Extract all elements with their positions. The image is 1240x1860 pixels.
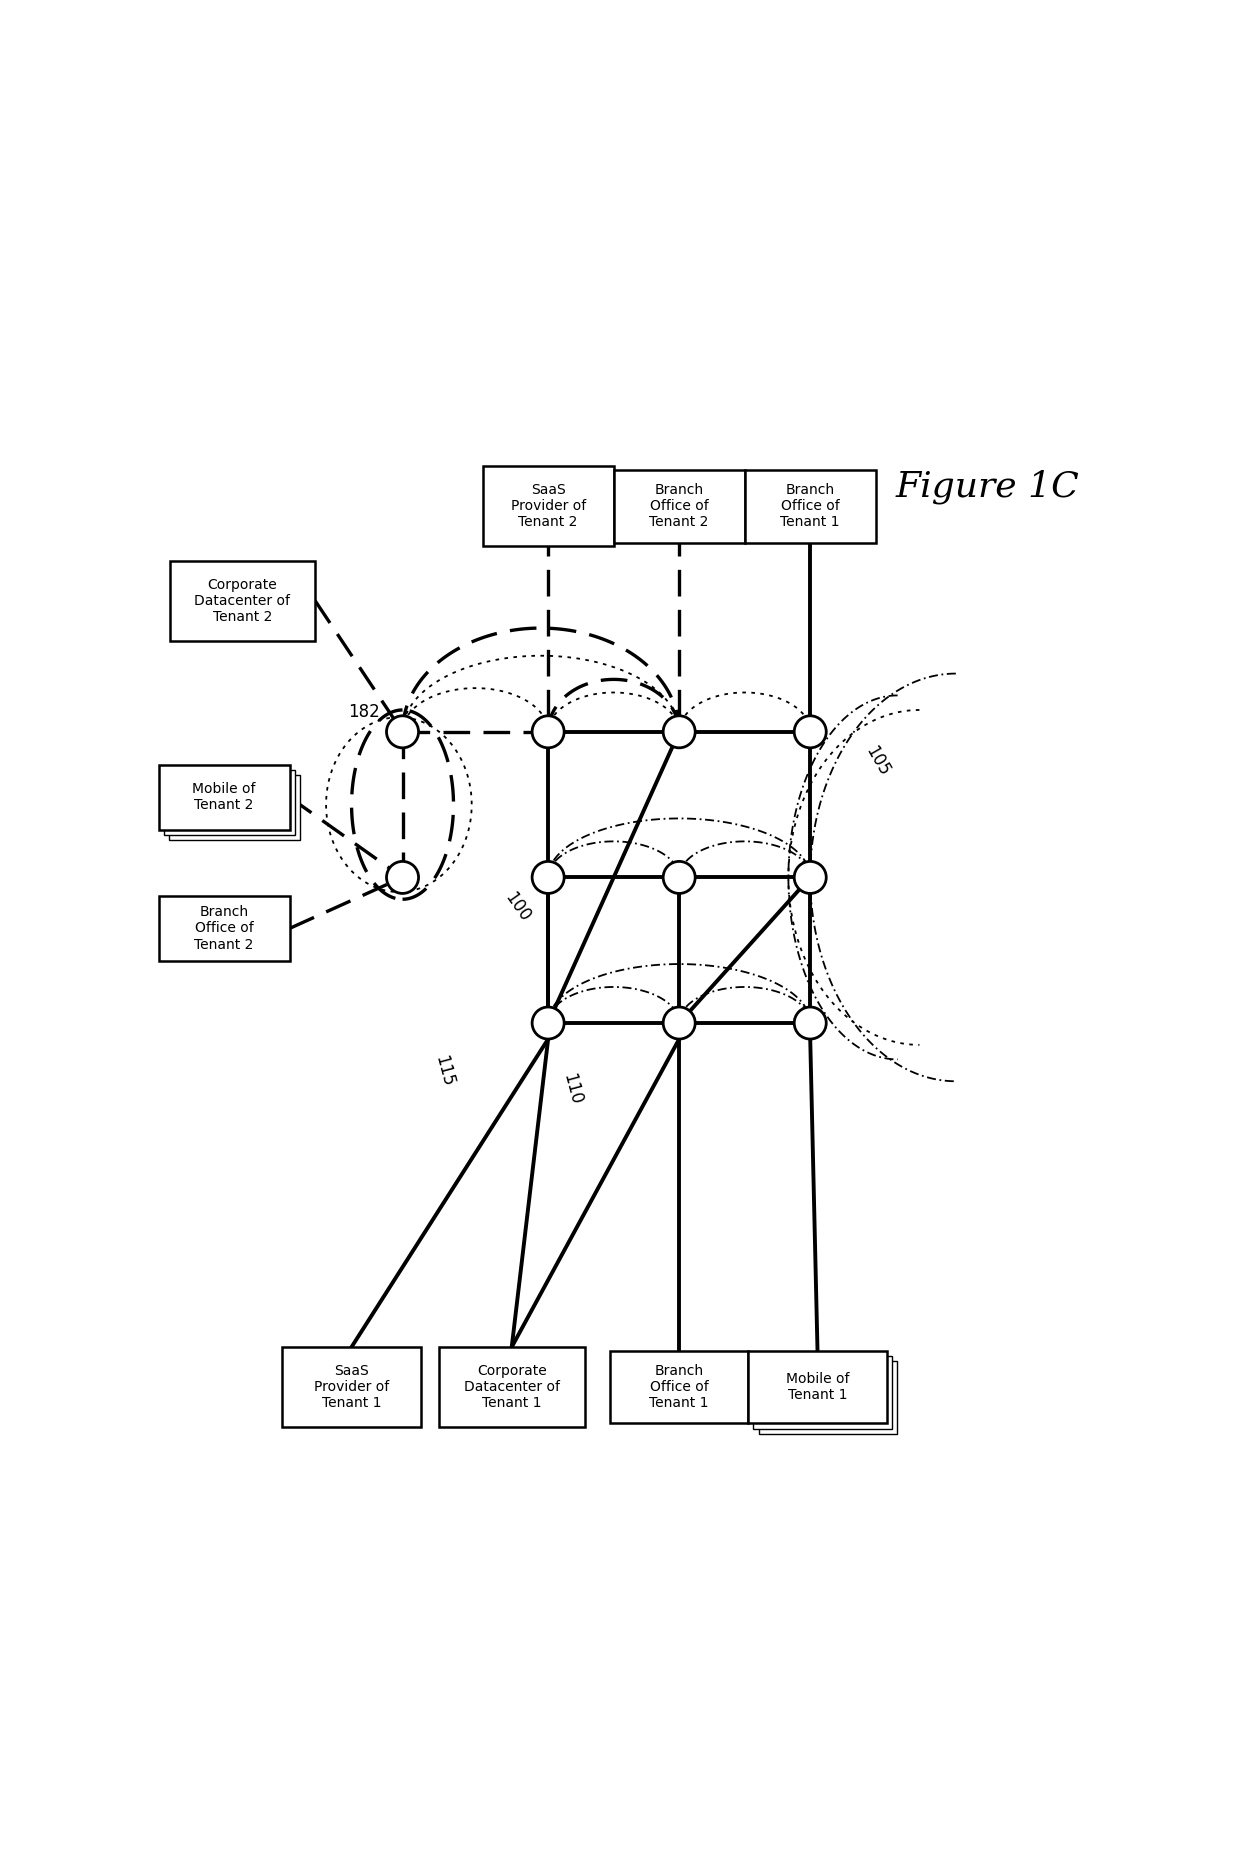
Circle shape: [663, 716, 696, 748]
FancyBboxPatch shape: [749, 1350, 887, 1423]
Circle shape: [794, 861, 826, 893]
FancyBboxPatch shape: [159, 764, 290, 830]
Circle shape: [532, 861, 564, 893]
Circle shape: [794, 1006, 826, 1040]
Text: Branch
Office of
Tenant 1: Branch Office of Tenant 1: [650, 1363, 709, 1410]
FancyBboxPatch shape: [439, 1347, 584, 1427]
Text: Branch
Office of
Tenant 2: Branch Office of Tenant 2: [195, 906, 254, 952]
FancyBboxPatch shape: [614, 471, 745, 543]
Circle shape: [663, 1006, 696, 1040]
Text: SaaS
Provider of
Tenant 1: SaaS Provider of Tenant 1: [314, 1363, 389, 1410]
FancyBboxPatch shape: [170, 560, 315, 642]
Text: Mobile of
Tenant 2: Mobile of Tenant 2: [192, 783, 255, 813]
Text: Corporate
Datacenter of
Tenant 2: Corporate Datacenter of Tenant 2: [195, 578, 290, 623]
Circle shape: [794, 716, 826, 748]
Text: Mobile of
Tenant 1: Mobile of Tenant 1: [786, 1373, 849, 1402]
FancyBboxPatch shape: [754, 1356, 892, 1428]
FancyBboxPatch shape: [169, 776, 300, 841]
Text: Branch
Office of
Tenant 1: Branch Office of Tenant 1: [780, 484, 839, 530]
Text: 100: 100: [501, 889, 533, 924]
Text: 115: 115: [432, 1053, 458, 1088]
Text: 105: 105: [862, 742, 893, 779]
Circle shape: [387, 716, 419, 748]
Circle shape: [532, 716, 564, 748]
Text: SaaS
Provider of
Tenant 2: SaaS Provider of Tenant 2: [511, 484, 585, 530]
Text: 110: 110: [559, 1071, 585, 1107]
FancyBboxPatch shape: [164, 770, 295, 835]
Text: Corporate
Datacenter of
Tenant 1: Corporate Datacenter of Tenant 1: [464, 1363, 559, 1410]
FancyBboxPatch shape: [159, 897, 290, 962]
Text: Branch
Office of
Tenant 2: Branch Office of Tenant 2: [650, 484, 709, 530]
Circle shape: [532, 1006, 564, 1040]
FancyBboxPatch shape: [610, 1350, 749, 1423]
Text: Figure 1C: Figure 1C: [895, 471, 1080, 504]
Circle shape: [387, 861, 419, 893]
FancyBboxPatch shape: [482, 467, 614, 547]
FancyBboxPatch shape: [283, 1347, 420, 1427]
FancyBboxPatch shape: [759, 1362, 897, 1434]
FancyBboxPatch shape: [745, 471, 875, 543]
Text: 182: 182: [348, 703, 379, 722]
Circle shape: [663, 861, 696, 893]
